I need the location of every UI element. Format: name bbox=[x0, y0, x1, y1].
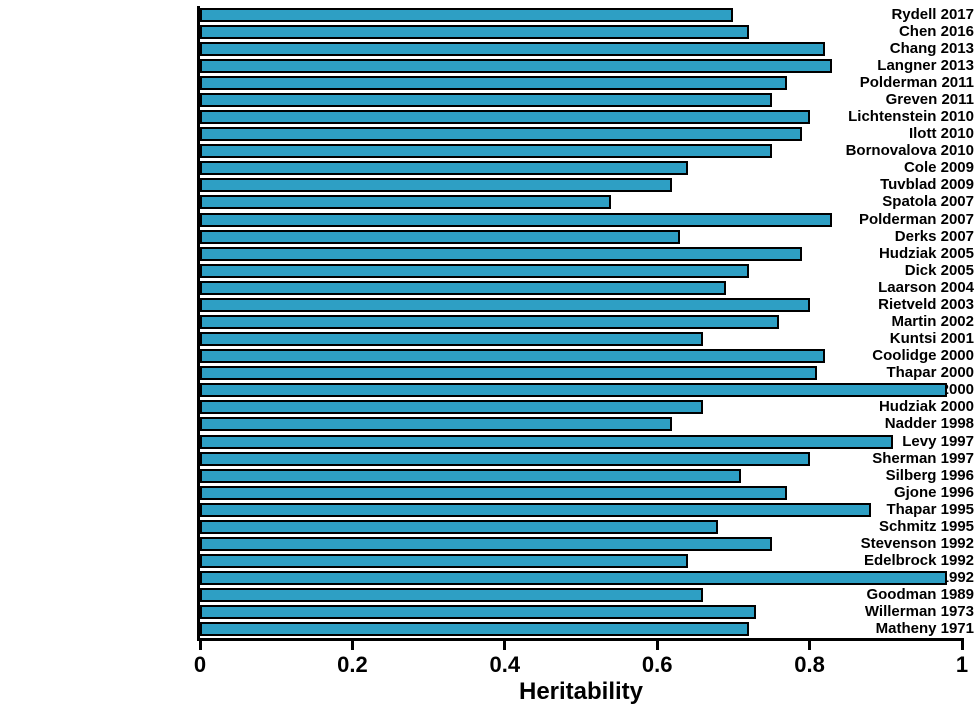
bar bbox=[200, 144, 772, 158]
study-label: Ilott 2010 bbox=[782, 125, 974, 142]
bar bbox=[200, 400, 703, 414]
x-tick-label: 0.4 bbox=[465, 652, 545, 678]
study-label: Goodman 1989 bbox=[782, 586, 974, 603]
bar bbox=[200, 486, 787, 500]
bar bbox=[200, 59, 832, 73]
bar bbox=[200, 127, 802, 141]
study-label: Laarson 2004 bbox=[782, 279, 974, 296]
study-label: Nadder 1998 bbox=[782, 415, 974, 432]
study-label: Spatola 2007 bbox=[782, 193, 974, 210]
bar bbox=[200, 417, 672, 431]
bar bbox=[200, 383, 947, 397]
bar bbox=[200, 42, 825, 56]
bar bbox=[200, 435, 893, 449]
study-label: Silberg 1996 bbox=[782, 467, 974, 484]
bar bbox=[200, 469, 741, 483]
bar bbox=[200, 195, 611, 209]
x-tick-label: 0.8 bbox=[770, 652, 850, 678]
bar bbox=[200, 315, 779, 329]
bar bbox=[200, 110, 810, 124]
x-tick bbox=[199, 638, 202, 650]
study-label: Edelbrock 1992 bbox=[782, 552, 974, 569]
bar bbox=[200, 8, 733, 22]
bar bbox=[200, 588, 703, 602]
bar bbox=[200, 605, 756, 619]
bar bbox=[200, 298, 810, 312]
study-label: Lichtenstein 2010 bbox=[782, 108, 974, 125]
bar bbox=[200, 281, 726, 295]
x-tick bbox=[656, 638, 659, 650]
bar bbox=[200, 503, 871, 517]
study-label: Dick 2005 bbox=[782, 262, 974, 279]
study-label: Bornovalova 2010 bbox=[782, 142, 974, 159]
study-label: Rydell 2017 bbox=[782, 6, 974, 23]
bar bbox=[200, 332, 703, 346]
x-tick-label: 0.2 bbox=[312, 652, 392, 678]
study-label: Willerman 1973 bbox=[782, 603, 974, 620]
bar bbox=[200, 161, 688, 175]
x-tick-label: 0.6 bbox=[617, 652, 697, 678]
study-label: Cole 2009 bbox=[782, 159, 974, 176]
bar bbox=[200, 520, 718, 534]
bar bbox=[200, 230, 680, 244]
bar bbox=[200, 349, 825, 363]
study-label: Sherman 1997 bbox=[782, 450, 974, 467]
bar bbox=[200, 76, 787, 90]
study-label: Hudziak 2005 bbox=[782, 245, 974, 262]
study-label: Matheny 1971 bbox=[782, 620, 974, 637]
study-label: Polderman 2011 bbox=[782, 74, 974, 91]
x-axis-line bbox=[200, 638, 962, 641]
bar bbox=[200, 554, 688, 568]
x-tick bbox=[961, 638, 964, 650]
study-label: Hudziak 2000 bbox=[782, 398, 974, 415]
bar bbox=[200, 366, 817, 380]
x-tick-label: 0 bbox=[160, 652, 240, 678]
x-tick bbox=[351, 638, 354, 650]
study-label: Derks 2007 bbox=[782, 228, 974, 245]
bar bbox=[200, 247, 802, 261]
study-label: Tuvblad 2009 bbox=[782, 176, 974, 193]
bar bbox=[200, 571, 947, 585]
bar bbox=[200, 25, 749, 39]
x-axis-title: Heritability bbox=[200, 678, 962, 706]
bar bbox=[200, 622, 749, 636]
bar bbox=[200, 213, 832, 227]
x-tick bbox=[808, 638, 811, 650]
bar bbox=[200, 93, 772, 107]
study-label: Chen 2016 bbox=[782, 23, 974, 40]
study-label: Rietveld 2003 bbox=[782, 296, 974, 313]
bar bbox=[200, 537, 772, 551]
study-label: Kuntsi 2001 bbox=[782, 330, 974, 347]
study-label: Stevenson 1992 bbox=[782, 535, 974, 552]
study-label: Martin 2002 bbox=[782, 313, 974, 330]
x-tick bbox=[503, 638, 506, 650]
x-tick-label: 1 bbox=[922, 652, 974, 678]
bar bbox=[200, 264, 749, 278]
study-label: Schmitz 1995 bbox=[782, 518, 974, 535]
bar bbox=[200, 178, 672, 192]
study-label: Gjone 1996 bbox=[782, 484, 974, 501]
study-label: Greven 2011 bbox=[782, 91, 974, 108]
heritability-chart: Rydell 2017Chen 2016Chang 2013Langner 20… bbox=[0, 0, 974, 700]
y-axis-line bbox=[197, 6, 200, 641]
bar bbox=[200, 452, 810, 466]
